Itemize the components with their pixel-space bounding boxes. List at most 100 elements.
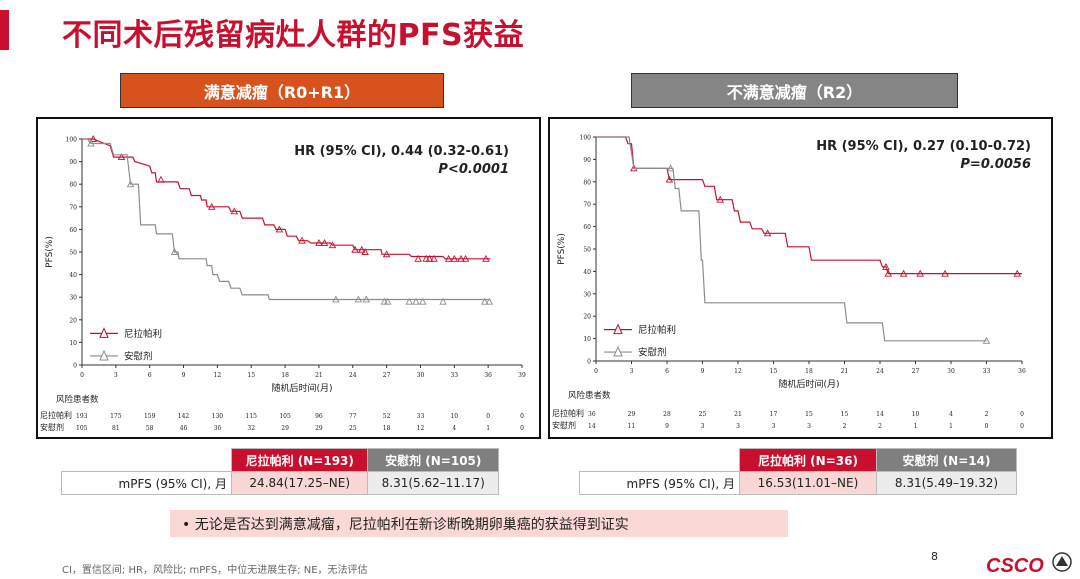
risk-count: 1	[949, 423, 953, 430]
risk-row-label: 尼拉帕利	[552, 408, 584, 418]
left-table-row-label: mPFS (95% CI), 月	[61, 471, 232, 495]
right-mpfs-table: 尼拉帕利 (N=36) 安慰剂 (N=14) mPFS (95% CI), 月 …	[579, 448, 1018, 495]
risk-count: 17	[770, 411, 778, 418]
right-p-value: P=0.0056	[960, 157, 1031, 172]
risk-row-label: 尼拉帕利	[40, 410, 72, 420]
y-tick-label: 70	[69, 204, 77, 211]
y-tick-label: 90	[69, 159, 77, 166]
risk-count: 77	[349, 413, 357, 420]
right-hr-text: HR (95% CI), 0.27 (0.10-0.72)	[816, 139, 1031, 154]
right-table-niraparib-value: 16.53(11.01–NE)	[739, 471, 877, 495]
censor-mark	[450, 254, 459, 262]
left-panel-header: 满意减瘤（R0+R1）	[120, 73, 444, 108]
x-tick-label: 24	[876, 368, 884, 375]
x-tick-label: 27	[383, 372, 391, 379]
censor-mark	[482, 254, 490, 262]
y-tick-label: 100	[580, 135, 592, 142]
left-mpfs-table: 尼拉帕利 (N=193) 安慰剂 (N=105) mPFS (95% CI), …	[61, 448, 499, 495]
x-tick-label: 0	[80, 372, 84, 379]
x-tick-label: 15	[770, 368, 778, 375]
y-tick-label: 50	[583, 247, 591, 254]
y-tick-label: 40	[583, 269, 591, 276]
right-table-row-label: mPFS (95% CI), 月	[579, 471, 740, 495]
censor-mark	[361, 248, 369, 255]
y-tick-label: 60	[69, 227, 77, 234]
censor-mark	[425, 254, 434, 262]
censor-mark	[899, 269, 908, 277]
page-number: 8	[931, 550, 938, 563]
left-hr-text: HR (95% CI), 0.44 (0.32-0.61)	[294, 144, 509, 159]
censor-mark	[457, 254, 465, 262]
x-tick-label: 33	[983, 368, 991, 375]
risk-count: 52	[383, 413, 391, 420]
series-line-placebo	[82, 138, 491, 301]
risk-count: 12	[417, 425, 425, 432]
left-table-niraparib-header: 尼拉帕利 (N=193)	[230, 448, 369, 472]
risk-count: 175	[110, 413, 122, 420]
censor-mark	[328, 241, 337, 249]
censor-mark	[382, 250, 391, 258]
x-tick-label: 24	[349, 372, 357, 379]
censor-mark	[941, 269, 949, 277]
y-tick-label: 80	[69, 182, 77, 189]
censor-mark	[1013, 269, 1022, 277]
x-tick-label: 21	[841, 368, 849, 375]
censor-mark	[332, 295, 340, 303]
x-axis-label: 随机后时间(月)	[271, 382, 332, 394]
risk-count: 193	[76, 413, 88, 420]
risk-count: 15	[805, 411, 813, 418]
risk-count: 3	[807, 423, 811, 430]
risk-count: 46	[180, 425, 188, 432]
legend-marker	[613, 345, 623, 357]
risk-count: 1	[486, 425, 490, 432]
risk-count: 3	[772, 423, 776, 430]
censor-mark	[414, 254, 422, 262]
risk-count: 14	[876, 411, 884, 418]
risk-count: 96	[315, 413, 323, 420]
risk-count: 0	[486, 413, 490, 420]
risk-count: 10	[912, 411, 920, 418]
risk-count: 18	[383, 425, 391, 432]
x-tick-label: 15	[247, 372, 255, 379]
x-tick-label: 6	[148, 372, 152, 379]
x-tick-label: 0	[594, 368, 598, 375]
legend-label: 安慰剂	[638, 347, 667, 359]
censor-mark	[485, 297, 494, 305]
legend-label: 安慰剂	[124, 350, 153, 362]
y-tick-label: 10	[69, 340, 77, 347]
x-tick-label: 9	[701, 368, 705, 375]
y-tick-label: 20	[69, 317, 77, 324]
censor-mark	[351, 245, 359, 253]
risk-count: 105	[76, 425, 88, 432]
y-tick-label: 100	[66, 137, 78, 144]
x-tick-label: 36	[484, 372, 492, 379]
risk-count: 105	[279, 413, 291, 420]
censor-mark	[298, 236, 306, 244]
x-tick-label: 3	[114, 372, 118, 379]
risk-count: 0	[985, 423, 989, 430]
x-tick-label: 36	[1018, 368, 1026, 375]
censor-mark	[405, 297, 413, 305]
series-line-niraparib	[596, 136, 1022, 275]
slide-title: 不同术后残留病灶人群的PFS获益	[62, 18, 525, 53]
y-tick-label: 90	[583, 157, 591, 164]
risk-count: 36	[588, 411, 596, 418]
risk-count: 32	[247, 425, 255, 432]
x-tick-label: 27	[912, 368, 920, 375]
y-tick-label: 70	[583, 202, 591, 209]
abbreviation-footnote: CI，置信区间; HR，风险比; mPFS，中位无进展生存; NE，无法评估	[62, 565, 368, 576]
conclusion-callout: • 无论是否达到满意减瘤，尼拉帕利在新诊断晚期卵巢癌的获益得到证实	[170, 510, 788, 537]
risk-count: 0	[1020, 423, 1024, 430]
censor-mark	[89, 135, 98, 142]
censor-mark	[444, 254, 453, 262]
censor-mark	[884, 269, 893, 277]
censor-mark	[230, 207, 239, 215]
risk-table-title: 风险患者数	[56, 394, 99, 405]
risk-count: 2	[878, 423, 882, 430]
risk-count: 25	[349, 425, 357, 432]
risk-count: 4	[949, 411, 953, 418]
censor-mark	[126, 180, 135, 188]
csco-logo-text: CSCO	[986, 555, 1044, 577]
censor-mark	[916, 269, 924, 277]
